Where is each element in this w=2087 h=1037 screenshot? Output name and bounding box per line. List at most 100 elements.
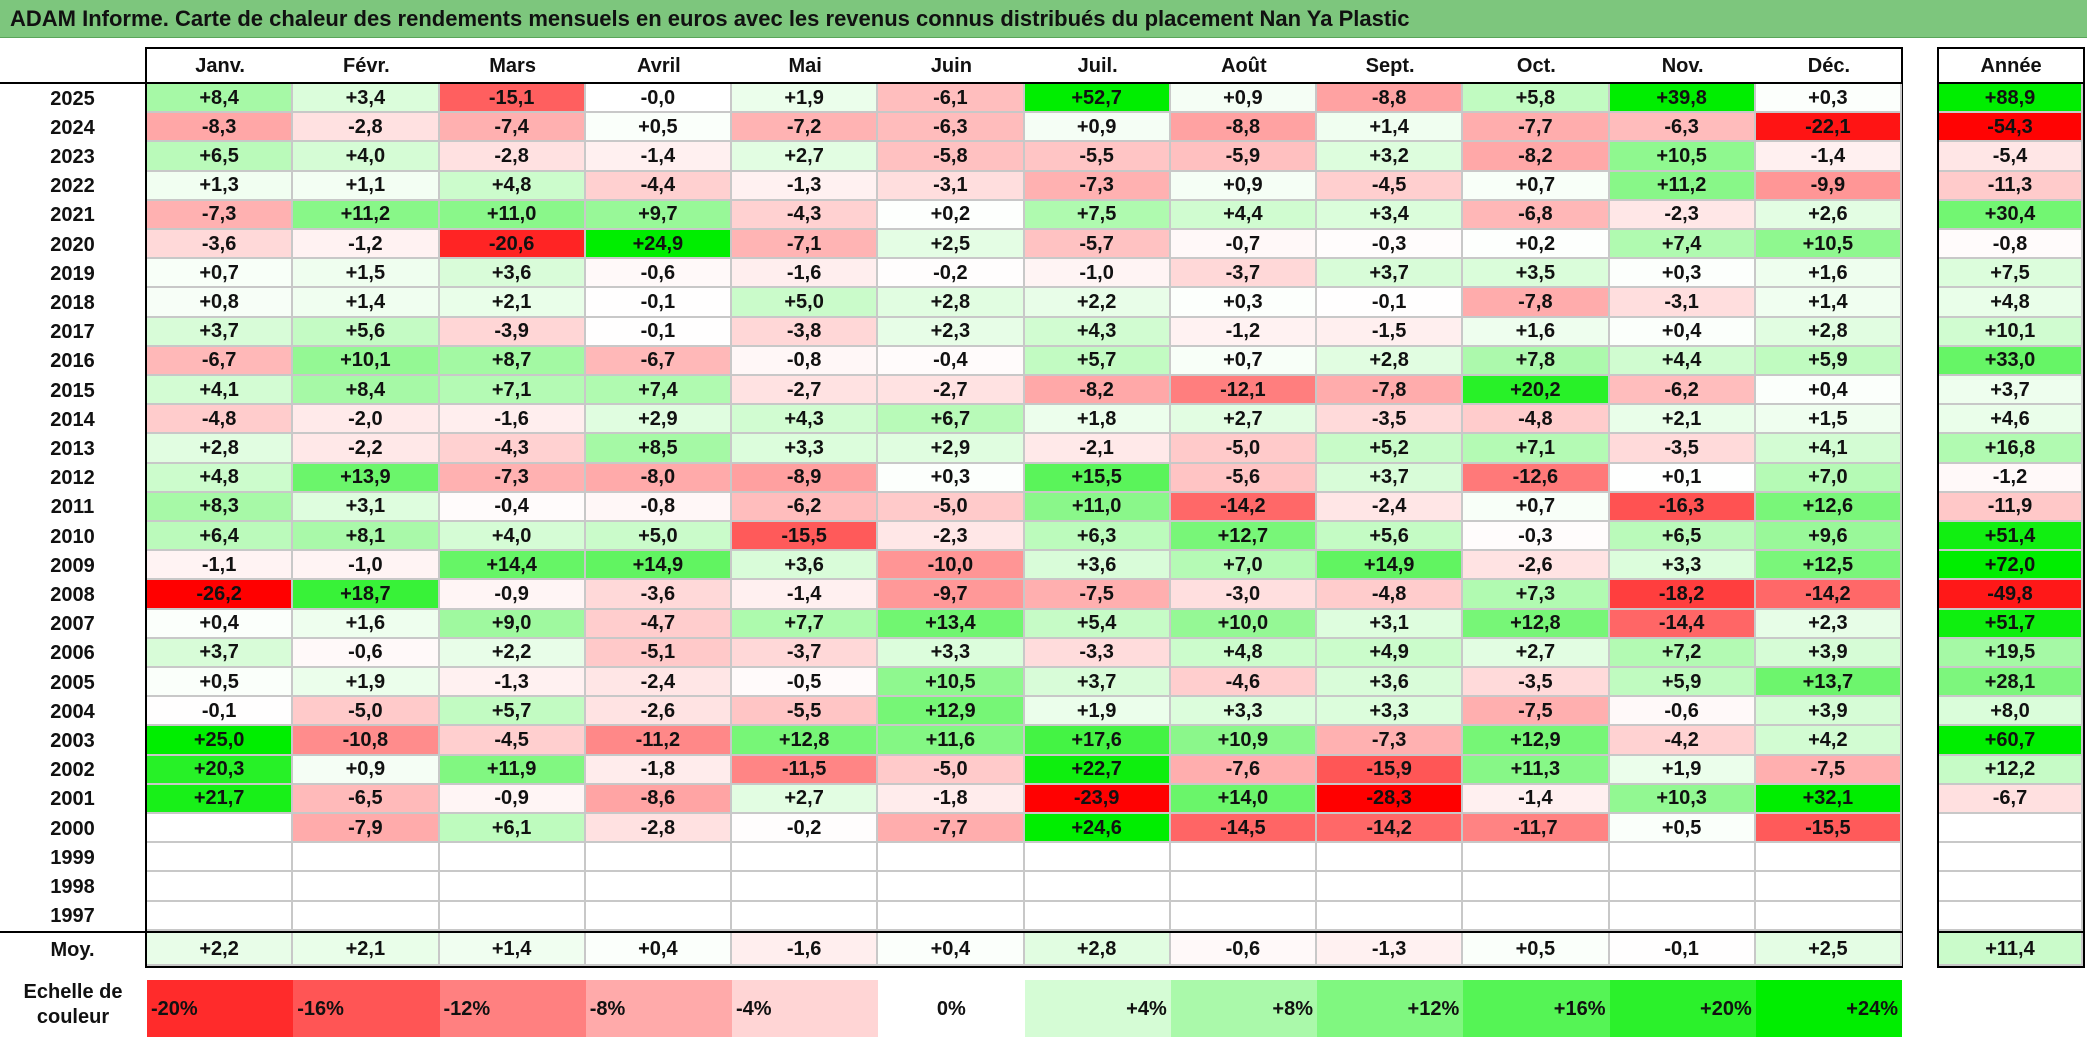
heatmap-cell: +3,3: [1170, 697, 1317, 727]
heatmap-cell: +1,5: [1755, 405, 1902, 435]
heatmap-cell: -0,3: [1317, 230, 1464, 260]
heatmap-cell: -0,3: [1463, 522, 1610, 552]
heatmap-cell: +7,0: [1170, 551, 1317, 581]
heatmap-cell: +10,5: [878, 668, 1025, 698]
header-divider: [1937, 82, 2085, 84]
heatmap-cell: +1,6: [293, 609, 440, 639]
heatmap-cell: +4,8: [147, 463, 294, 493]
heatmap-cell: [293, 901, 440, 931]
heatmap-cell: -16,3: [1609, 492, 1756, 522]
average-cell: +2,2: [147, 933, 294, 966]
heatmap-cell: +12,7: [1170, 522, 1317, 552]
heatmap-cell: +1,9: [732, 84, 879, 114]
heatmap-cell: +5,0: [732, 288, 879, 318]
year-label: 2000: [50, 817, 95, 840]
heatmap-cell: +13,4: [878, 609, 1025, 639]
heatmap-cell: -7,9: [293, 814, 440, 844]
year-label: 2013: [50, 437, 95, 460]
heatmap-cell: +2,8: [1317, 346, 1464, 376]
heatmap-cell: +4,3: [1024, 317, 1171, 347]
heatmap-cell: +5,0: [585, 522, 732, 552]
heatmap-cell: -1,8: [585, 755, 732, 785]
heatmap-cell: +9,6: [1755, 522, 1902, 552]
heatmap-cell: +0,3: [1755, 84, 1902, 114]
heatmap-cell: +3,5: [1463, 259, 1610, 289]
annual-cell: +12,2: [1939, 755, 2083, 785]
heatmap-cell: -1,3: [732, 171, 879, 201]
heatmap-cell: -7,3: [439, 463, 586, 493]
heatmap-cell: +7,1: [1463, 434, 1610, 464]
annual-cell: +3,7: [1939, 376, 2083, 406]
heatmap-cell: [585, 901, 732, 931]
heatmap-cell: +1,5: [293, 259, 440, 289]
heatmap-cell: -5,6: [1170, 463, 1317, 493]
heatmap-cell: -3,8: [732, 317, 879, 347]
heatmap-cell: -6,3: [1609, 113, 1756, 143]
heatmap-cell: [1609, 901, 1756, 931]
annual-cell: [1939, 872, 2083, 902]
heatmap-cell: +4,3: [732, 405, 879, 435]
heatmap-cell: +6,1: [439, 814, 586, 844]
heatmap-cell: [293, 843, 440, 873]
heatmap-cell: +5,7: [1024, 346, 1171, 376]
heatmap-cell: -14,2: [1755, 580, 1902, 610]
color-scale-swatch: +16%: [1463, 980, 1610, 1037]
heatmap-cell: +3,4: [1317, 200, 1464, 230]
heatmap-cell: [1463, 872, 1610, 902]
heatmap-cell: -14,2: [1317, 814, 1464, 844]
heatmap-cell: +2,9: [878, 434, 1025, 464]
heatmap-cell: -2,7: [732, 376, 879, 406]
year-label: 2021: [50, 204, 95, 227]
year-label: 2015: [50, 379, 95, 402]
color-scale-swatch: -16%: [293, 980, 440, 1037]
heatmap-cell: -1,5: [1317, 317, 1464, 347]
heatmap-cell: -4,5: [439, 726, 586, 756]
heatmap-cell: -6,3: [878, 113, 1025, 143]
heatmap-cell: +7,5: [1024, 200, 1171, 230]
heatmap-cell: -3,3: [1024, 638, 1171, 668]
annual-cell: +51,7: [1939, 609, 2083, 639]
heatmap-cell: [732, 843, 879, 873]
heatmap-cell: +3,7: [147, 638, 294, 668]
heatmap-cell: +7,0: [1755, 463, 1902, 493]
heatmap-cell: [439, 872, 586, 902]
color-scale-swatch: 0%: [878, 980, 1025, 1037]
heatmap-cell: [1024, 843, 1171, 873]
annual-cell: +4,6: [1939, 405, 2083, 435]
heatmap-cell: -7,7: [1463, 113, 1610, 143]
heatmap-cell: +4,4: [1609, 346, 1756, 376]
heatmap-cell: [1024, 872, 1171, 902]
heatmap-cell: [147, 843, 294, 873]
heatmap-cell: -7,8: [1317, 376, 1464, 406]
heatmap-cell: +2,8: [147, 434, 294, 464]
heatmap-cell: -3,6: [585, 580, 732, 610]
heatmap-cell: +1,4: [1755, 288, 1902, 318]
heatmap-cell: +2,1: [439, 288, 586, 318]
heatmap-cell: +4,9: [1317, 638, 1464, 668]
year-label: 2017: [50, 321, 95, 344]
heatmap-cell: -15,5: [732, 522, 879, 552]
heatmap-cell: +0,2: [1463, 230, 1610, 260]
year-label: 2007: [50, 613, 95, 636]
heatmap-cell: +14,9: [1317, 551, 1464, 581]
month-header: Mars: [489, 55, 536, 77]
heatmap-cell: -0,0: [585, 84, 732, 114]
heatmap-cell: [1755, 872, 1902, 902]
heatmap-cell: -3,5: [1317, 405, 1464, 435]
heatmap-cell: -5,0: [878, 755, 1025, 785]
color-scale-swatch: +8%: [1170, 980, 1317, 1037]
heatmap-cell: +6,3: [1024, 522, 1171, 552]
heatmap-cell: -26,2: [147, 580, 294, 610]
heatmap-cell: +20,3: [147, 755, 294, 785]
heatmap-cell: -8,8: [1317, 84, 1464, 114]
average-cell: +2,8: [1024, 933, 1171, 966]
heatmap-cell: +0,5: [147, 668, 294, 698]
heatmap-cell: -5,8: [878, 142, 1025, 172]
annual-cell: -0,8: [1939, 230, 2083, 260]
heatmap-cell: +4,0: [439, 522, 586, 552]
heatmap-cell: -2,6: [1463, 551, 1610, 581]
heatmap-cell: -0,1: [1317, 288, 1464, 318]
average-divider: [0, 931, 1903, 933]
year-label: 2009: [50, 554, 95, 577]
heatmap-cell: -0,2: [878, 259, 1025, 289]
